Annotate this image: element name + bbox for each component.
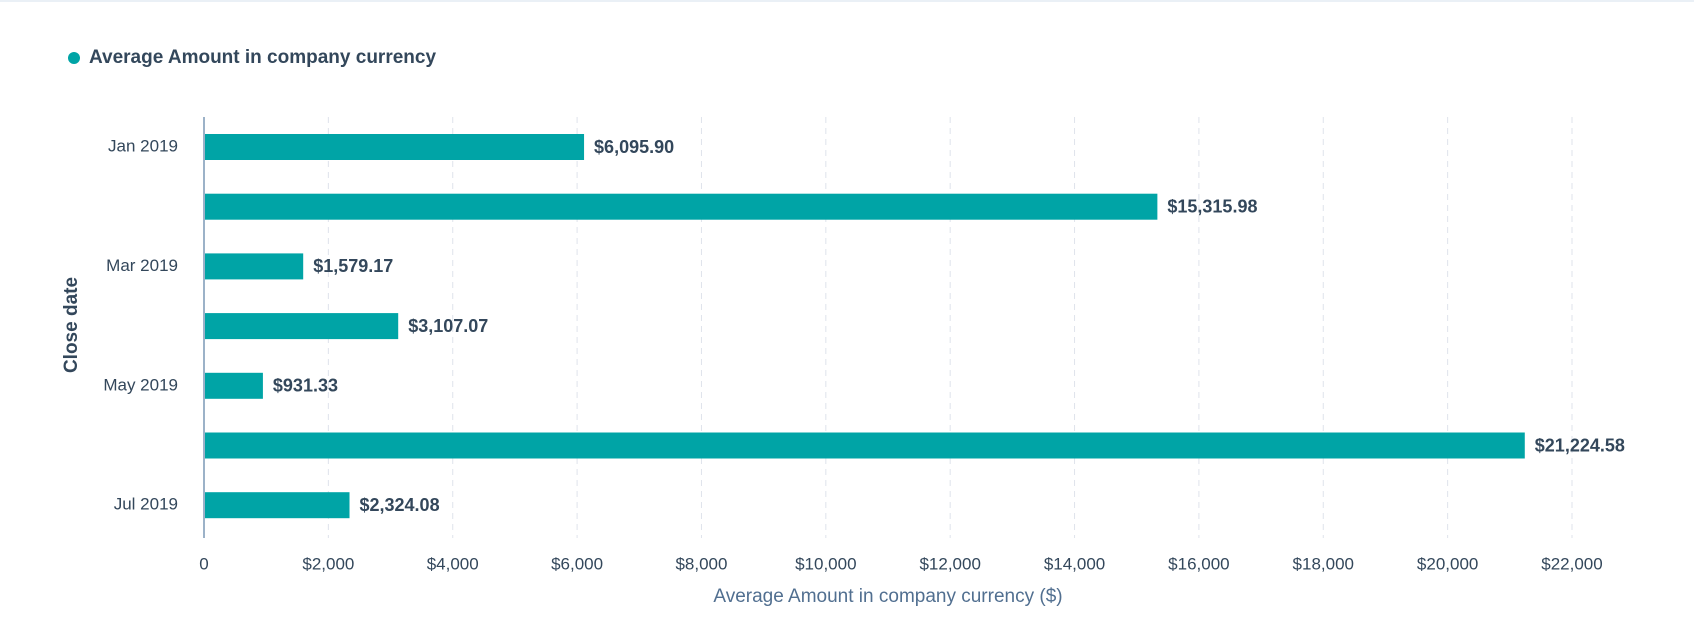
x-tick-label: $20,000 xyxy=(1417,554,1478,573)
x-tick-label: $22,000 xyxy=(1541,554,1602,573)
x-tick-label: 0 xyxy=(199,554,208,573)
bar xyxy=(205,372,263,399)
y-tick-label: May 2019 xyxy=(103,375,178,394)
x-tick-label: $2,000 xyxy=(302,554,354,573)
bar xyxy=(205,492,350,519)
value-label: $1,579.17 xyxy=(313,256,393,276)
value-label: $3,107.07 xyxy=(408,316,488,336)
value-label: $931.33 xyxy=(273,376,338,396)
x-axis-title: Average Amount in company currency ($) xyxy=(713,586,1062,607)
x-tick-label: $18,000 xyxy=(1293,554,1354,573)
x-tick-label: $6,000 xyxy=(551,554,603,573)
x-tick-label: $10,000 xyxy=(795,554,856,573)
value-label: $2,324.08 xyxy=(360,495,440,515)
bar xyxy=(205,432,1525,459)
x-tick-label: $4,000 xyxy=(427,554,479,573)
y-tick-label: Jan 2019 xyxy=(108,136,178,155)
x-tick-label: $8,000 xyxy=(675,554,727,573)
bar xyxy=(205,193,1158,220)
y-axis-title: Close date xyxy=(61,277,82,373)
bar xyxy=(205,313,399,340)
bar xyxy=(205,253,304,280)
y-tick-label: Mar 2019 xyxy=(106,256,178,275)
bar xyxy=(205,134,585,160)
legend-label: Average Amount in company currency xyxy=(89,47,436,68)
x-tick-label: $16,000 xyxy=(1168,554,1229,573)
y-tick-label: Jul 2019 xyxy=(114,495,178,514)
x-tick-label: $14,000 xyxy=(1044,554,1105,573)
value-label: $15,315.98 xyxy=(1167,196,1257,216)
legend-marker xyxy=(68,52,80,64)
value-label: $6,095.90 xyxy=(594,137,674,157)
value-label: $21,224.58 xyxy=(1535,435,1625,455)
x-tick-label: $12,000 xyxy=(919,554,980,573)
